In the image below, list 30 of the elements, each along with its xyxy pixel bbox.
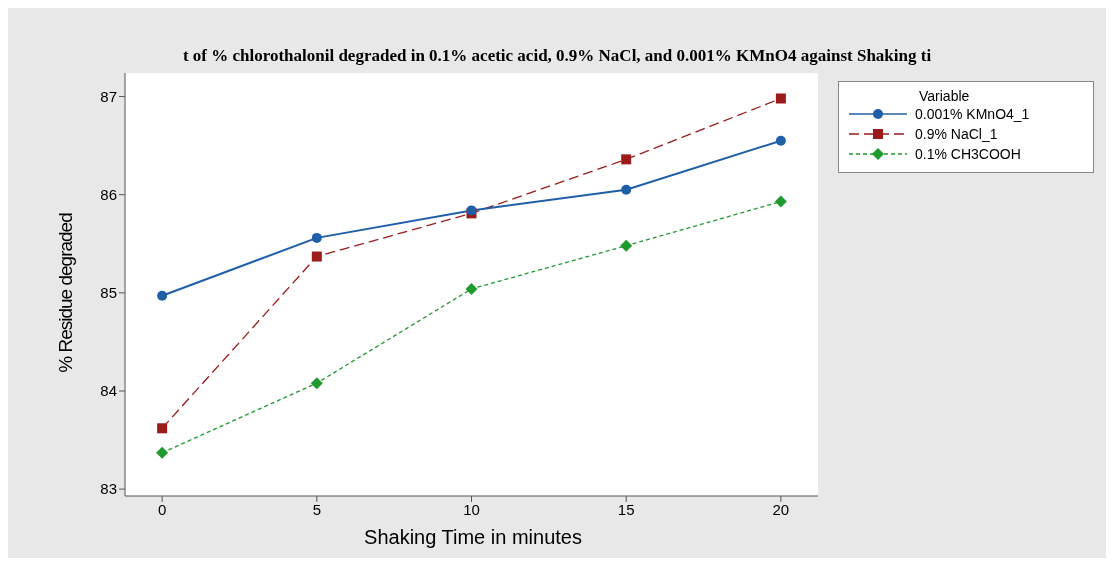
legend-label: 0.1% CH3COOH [915, 146, 1021, 162]
legend-label: 0.9% NaCl_1 [915, 126, 998, 142]
point [775, 135, 786, 146]
point [157, 423, 168, 434]
point [621, 184, 632, 195]
point [465, 282, 478, 295]
y-tick-label: 83 [100, 480, 117, 498]
x-axis-title: Shaking Time in minutes [363, 526, 583, 549]
y-tick-label: 86 [100, 186, 117, 204]
point [774, 195, 787, 208]
point [310, 377, 323, 390]
y-tick-label: 84 [100, 382, 117, 400]
y-tick-label: 87 [100, 87, 117, 105]
point [775, 93, 786, 104]
x-tick-label: 0 [157, 500, 167, 518]
y-tick-label: 85 [100, 284, 117, 302]
x-tick-label: 10 [463, 500, 480, 518]
x-tick-label: 5 [312, 500, 321, 518]
chart-title: t of % chlorothalonil degraded in 0.1% acetic acid, 0.9% NaCl, and 0.001% KMnO4 against Shaking ti [181, 46, 933, 66]
legend-title: Variable [918, 88, 971, 104]
point [157, 290, 168, 301]
point [156, 446, 169, 459]
point [311, 251, 322, 262]
legend-label: 0.001% KMnO4_1 [915, 106, 1030, 122]
point [620, 239, 633, 252]
y-axis-title: % Residue degraded [55, 213, 77, 373]
x-tick-label: 20 [772, 500, 790, 518]
x-tick-label: 15 [617, 500, 635, 518]
point [621, 154, 632, 165]
point [311, 232, 322, 243]
